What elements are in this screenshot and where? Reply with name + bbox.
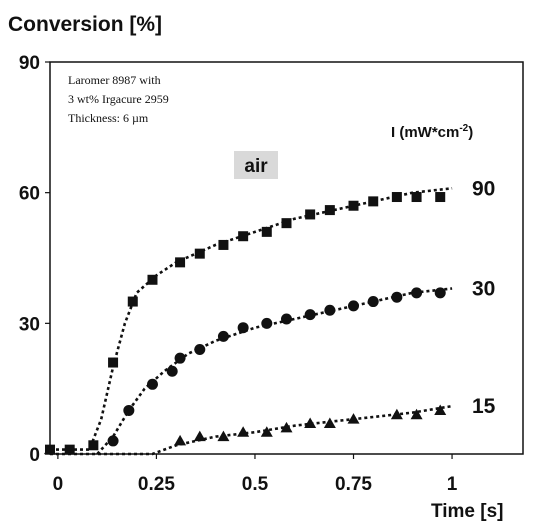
series-90-point [108, 357, 119, 368]
x-axis-title: Time [s] [431, 501, 504, 522]
series-layer: 90 30 15 [44, 177, 496, 456]
series-30-point [411, 287, 423, 299]
series-30-point [123, 404, 135, 416]
series-90-point [261, 226, 272, 237]
x-tick-label: 1 [447, 474, 458, 495]
y-tick-label: 60 [19, 184, 40, 205]
series-90-point [194, 248, 205, 259]
series-30-point [107, 435, 119, 447]
series-90-point [218, 239, 229, 250]
series-30-point [166, 365, 178, 377]
air-label-bg [234, 151, 278, 179]
series-90-point [127, 296, 138, 307]
series-30-point [261, 317, 273, 329]
y-tick-label: 0 [29, 445, 40, 466]
annotation-line-2: 3 wt% Irgacure 2959 [68, 92, 169, 106]
y-tick-label: 30 [19, 314, 40, 335]
series-90-point [435, 192, 446, 203]
series-15-label: 15 [472, 395, 496, 418]
series-90-point [175, 257, 186, 268]
x-axis: 0 0.25 0.5 0.75 1 [53, 454, 458, 495]
annotation-line-1: Laromer 8987 with [68, 73, 161, 87]
series-90-point [88, 440, 99, 451]
series-30-point [174, 352, 186, 364]
series-15-point [217, 430, 230, 442]
series-90-point [64, 444, 75, 455]
x-tick-label: 0.75 [335, 474, 372, 495]
y-axis: 0 30 60 90 [19, 53, 50, 466]
intensity-legend-main: I (mW*cm [391, 124, 459, 141]
x-tick-label: 0 [53, 474, 64, 495]
series-30-point [194, 343, 206, 355]
series-15-point [280, 421, 293, 433]
series-30-point [391, 291, 403, 303]
series-15-point [434, 404, 447, 415]
intensity-legend-end: ) [468, 124, 473, 141]
series-90-point [305, 209, 316, 220]
air-label: air [244, 156, 268, 177]
series-90-point [391, 192, 402, 203]
series-90-point [368, 196, 379, 207]
series-90-fit-line [50, 187, 453, 451]
intensity-legend-sup: -2 [459, 123, 468, 134]
series-15-point [347, 413, 360, 424]
series-90-point [411, 192, 422, 203]
series-90: 90 [45, 177, 495, 455]
series-30-point [348, 300, 360, 312]
series-90-point [348, 200, 359, 211]
series-15-point [304, 417, 317, 429]
plot-frame [49, 61, 524, 455]
series-30-point [367, 296, 379, 308]
series-15: 15 [44, 395, 496, 456]
series-90-point [324, 205, 335, 216]
series-15-point [193, 430, 206, 442]
intensity-legend-title: I (mW*cm-2) [391, 123, 473, 141]
series-90-point [147, 274, 158, 285]
series-15-point [323, 417, 336, 429]
series-90-label: 90 [472, 177, 495, 200]
annotation-box: Laromer 8987 with 3 wt% Irgacure 2959 Th… [68, 73, 169, 125]
series-30-point [146, 378, 158, 390]
x-tick-label: 0.5 [242, 474, 269, 495]
y-axis-title: Conversion [%] [8, 13, 162, 36]
series-30-point [434, 287, 446, 299]
series-15-point [260, 426, 273, 437]
annotation-line-3: Thickness: 6 µm [68, 111, 149, 125]
series-15-point [410, 408, 423, 420]
x-tick-label: 0.25 [138, 474, 175, 495]
y-tick-label: 90 [19, 53, 40, 74]
series-30: 30 [96, 277, 495, 455]
series-30-point [304, 309, 316, 321]
series-30-point [237, 322, 249, 334]
series-15-point [174, 434, 187, 446]
series-15-fit-line [50, 404, 453, 456]
series-30-point [217, 330, 229, 342]
series-30-label: 30 [472, 277, 495, 300]
series-90-point [281, 218, 292, 229]
series-15-point [44, 443, 56, 455]
series-30-point [324, 304, 336, 316]
series-90-point [238, 231, 249, 242]
series-15-point [390, 408, 403, 420]
series-15-point [237, 426, 250, 437]
series-30-point [281, 313, 292, 325]
series-30-fit-line [96, 287, 453, 455]
